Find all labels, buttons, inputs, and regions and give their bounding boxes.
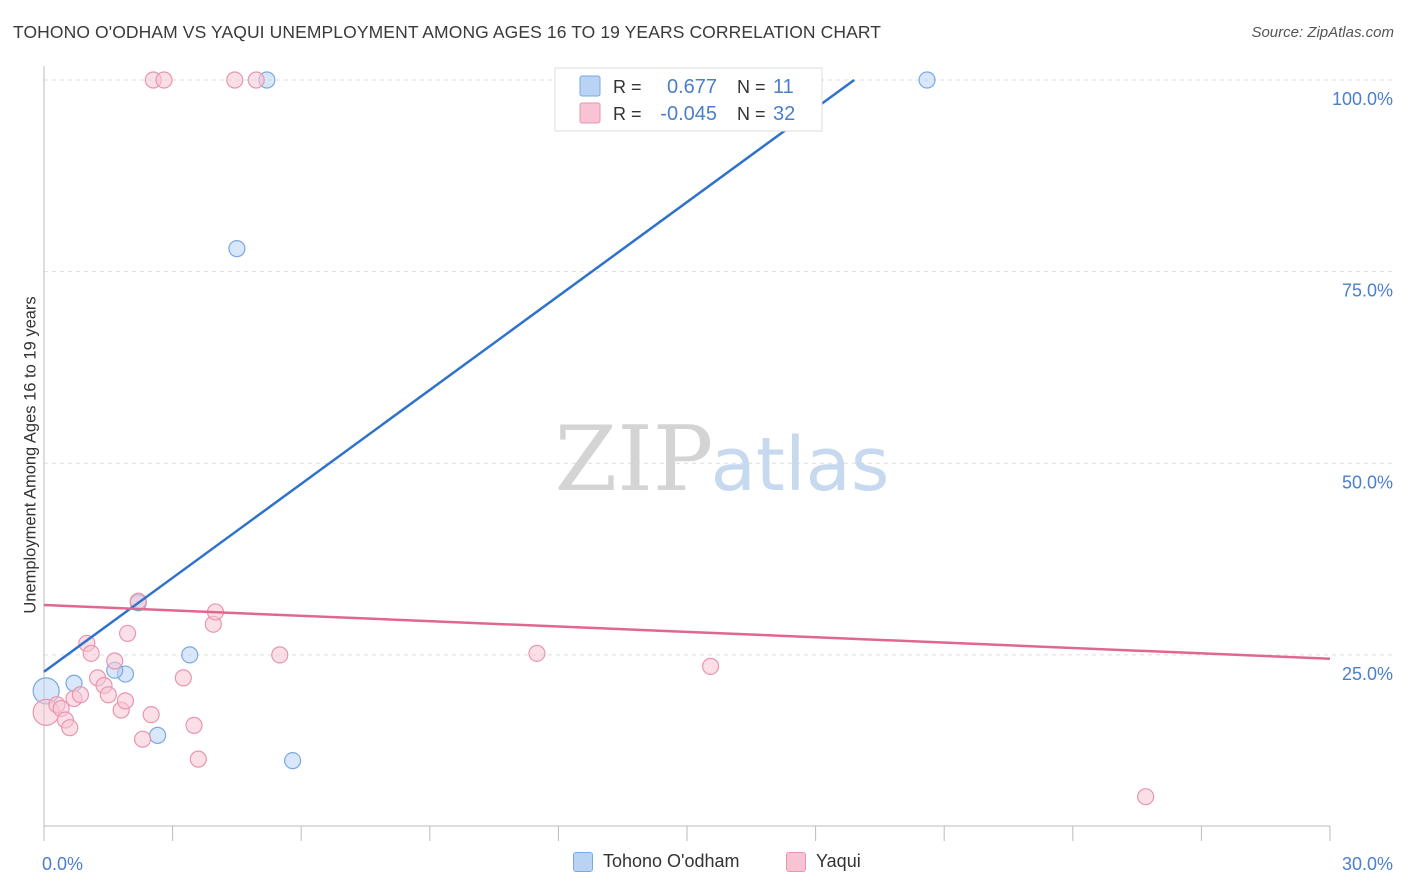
chart-title: TOHONO O'ODHAM VS YAQUI UNEMPLOYMENT AMO…	[13, 22, 882, 42]
stats-r-label-1: R =	[613, 104, 642, 124]
stats-swatch-1	[579, 102, 601, 124]
yaqui-point-14[interactable]	[116, 692, 135, 710]
stats-r-label-0: R =	[613, 77, 642, 97]
legend-swatch-yaqui	[786, 851, 806, 872]
stats-n-label-0: N =	[737, 77, 766, 97]
yaqui-point-18[interactable]	[142, 706, 160, 724]
tick-labels: 25.0% 50.0% 75.0% 100.0% 0.0% 30.0%	[42, 89, 1393, 874]
yaqui-point-11[interactable]	[99, 686, 117, 704]
y-tick-label-1: 50.0%	[1342, 472, 1393, 492]
tohono-point-7[interactable]	[228, 240, 246, 258]
yaqui-point-26[interactable]	[226, 71, 244, 89]
gridlines	[44, 79, 1394, 656]
trend-lines	[43, 78, 1331, 673]
yaqui-point-29[interactable]	[528, 644, 546, 662]
yaqui-point-27[interactable]	[247, 71, 265, 89]
stats-r-value-0: 0.677	[667, 76, 717, 98]
y-tick-label-2: 75.0%	[1342, 281, 1393, 301]
stats-legend: R = 0.677 N = 11 R = -0.045 N = 32	[554, 67, 823, 132]
yaqui-point-21[interactable]	[174, 669, 192, 687]
data-points	[32, 71, 1155, 806]
stats-swatch-0	[579, 75, 601, 97]
stats-n-value-1: 32	[773, 103, 795, 125]
y-tick-label-3: 100.0%	[1332, 89, 1393, 109]
yaqui-point-12[interactable]	[106, 652, 124, 670]
legend-label-tohono: Tohono O'odham	[603, 851, 740, 871]
stats-n-value-0: 11	[773, 76, 794, 98]
y-tick-label-0: 25.0%	[1342, 664, 1393, 684]
tohono-trend-line	[43, 78, 855, 673]
yaqui-point-8[interactable]	[82, 644, 100, 662]
yaqui-point-20[interactable]	[155, 71, 173, 89]
yaqui-point-22[interactable]	[185, 716, 203, 734]
stats-r-value-1: -0.045	[660, 103, 717, 125]
legend-label-yaqui: Yaqui	[816, 851, 861, 871]
tohono-point-9[interactable]	[284, 752, 302, 770]
yaqui-point-4[interactable]	[61, 719, 79, 737]
legend-item-tohono[interactable]: Tohono O'odham	[573, 851, 740, 872]
tohono-point-6[interactable]	[181, 646, 199, 664]
x-tick-label-0: 0.0%	[42, 854, 83, 874]
watermark-zip: ZIP	[555, 407, 714, 512]
source-label: Source: ZipAtlas.com	[1251, 24, 1394, 41]
yaqui-point-23[interactable]	[189, 750, 207, 768]
tohono-point-10[interactable]	[918, 71, 936, 89]
tohono-point-5[interactable]	[148, 726, 167, 744]
yaqui-trend-line	[43, 603, 1331, 660]
legend-item-yaqui[interactable]: Yaqui	[786, 851, 861, 872]
yaqui-point-31[interactable]	[1137, 788, 1155, 806]
yaqui-point-30[interactable]	[701, 657, 720, 675]
watermark: ZIP atlas	[555, 407, 890, 512]
yaqui-point-28[interactable]	[271, 646, 289, 664]
yaqui-point-17[interactable]	[133, 730, 152, 748]
stats-n-label-1: N =	[737, 104, 766, 124]
x-tick-label-1: 30.0%	[1342, 854, 1393, 874]
bottom-legend: Tohono O'odham Yaqui	[0, 851, 1406, 877]
watermark-atlas: atlas	[711, 422, 890, 508]
legend-swatch-tohono	[573, 851, 593, 872]
yaqui-point-6[interactable]	[71, 686, 90, 704]
yaqui-point-15[interactable]	[118, 624, 137, 643]
